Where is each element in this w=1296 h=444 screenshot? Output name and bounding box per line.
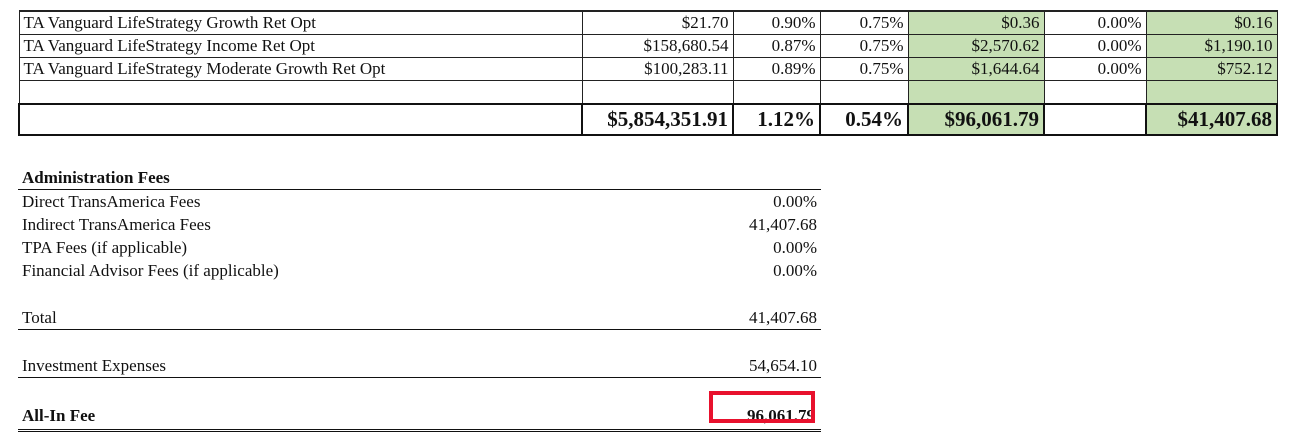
empty-cell — [819, 80, 909, 105]
percent-cell: 0.00% — [1043, 57, 1147, 81]
blank-row — [18, 80, 1278, 105]
fee-value: 0.00% — [773, 238, 817, 257]
empty-cell — [907, 80, 1045, 105]
total-expense-ratio-cell: 1.12% — [732, 103, 821, 136]
table-row: TA Vanguard LifeStrategy Growth Ret Opt … — [18, 10, 1278, 35]
fee-line: Financial Advisor Fees (if applicable) 0… — [18, 259, 821, 282]
assets-cell: $158,680.54 — [581, 34, 734, 58]
fund-name-cell: TA Vanguard LifeStrategy Growth Ret Opt — [18, 10, 583, 35]
total-admin-fee-cell: $41,407.68 — [1145, 103, 1278, 136]
percent-cell: 0.00% — [1043, 10, 1147, 35]
fee-label: Indirect TransAmerica Fees — [22, 215, 211, 234]
empty-cell — [18, 103, 583, 136]
investment-fee-cell: $0.36 — [907, 10, 1045, 35]
highlight-box — [709, 391, 815, 423]
assets-cell: $100,283.11 — [581, 57, 734, 81]
fee-line: TPA Fees (if applicable) 0.00% — [18, 236, 821, 259]
investment-expenses-line: Investment Expenses 54,654.10 — [18, 354, 821, 378]
total-line: Total 41,407.68 — [18, 306, 821, 330]
fee-line: Indirect TransAmerica Fees 41,407.68 — [18, 213, 821, 236]
total-label: Total — [22, 308, 57, 327]
admin-fee-cell: $752.12 — [1145, 57, 1278, 81]
empty-cell — [18, 80, 583, 105]
rate-cell: 0.75% — [819, 34, 909, 58]
rate-cell: 0.75% — [819, 57, 909, 81]
fund-name-cell: TA Vanguard LifeStrategy Moderate Growth… — [18, 57, 583, 81]
rate-cell: 0.75% — [819, 10, 909, 35]
fund-name-cell: TA Vanguard LifeStrategy Income Ret Opt — [18, 34, 583, 58]
assets-cell: $21.70 — [581, 10, 734, 35]
total-assets-cell: $5,854,351.91 — [581, 103, 734, 136]
admin-fee-cell: $0.16 — [1145, 10, 1278, 35]
totals-row: $5,854,351.91 1.12% 0.54% $96,061.79 $41… — [18, 103, 1278, 136]
fee-value: 0.00% — [773, 261, 817, 280]
investment-expenses-value: 54,654.10 — [749, 356, 817, 375]
expense-ratio-cell: 0.89% — [732, 57, 821, 81]
total-rate-cell: 0.54% — [819, 103, 909, 136]
empty-cell — [1043, 80, 1147, 105]
table-row: TA Vanguard LifeStrategy Moderate Growth… — [18, 57, 1278, 81]
admin-fees-summary: Administration Fees Direct TransAmerica … — [18, 166, 821, 432]
empty-cell — [1043, 103, 1147, 136]
spacer — [18, 282, 821, 306]
fee-label: TPA Fees (if applicable) — [22, 238, 188, 257]
all-in-fee-line: All-In Fee 96,061.79 — [18, 402, 821, 432]
fee-label: Direct TransAmerica Fees — [22, 192, 201, 211]
fee-line: Direct TransAmerica Fees 0.00% — [18, 190, 821, 213]
all-in-fee-label: All-In Fee — [22, 406, 96, 425]
fee-value: 0.00% — [773, 192, 817, 211]
fee-value: 41,407.68 — [749, 215, 817, 234]
admin-fee-cell: $1,190.10 — [1145, 34, 1278, 58]
fee-label: Financial Advisor Fees (if applicable) — [22, 261, 279, 280]
total-value: 41,407.68 — [749, 308, 817, 327]
empty-cell — [581, 80, 734, 105]
admin-fees-heading: Administration Fees — [18, 166, 821, 190]
fund-table: TA Vanguard LifeStrategy Growth Ret Opt … — [18, 10, 1278, 136]
investment-fee-cell: $2,570.62 — [907, 34, 1045, 58]
total-investment-fee-cell: $96,061.79 — [907, 103, 1045, 136]
investment-fee-cell: $1,644.64 — [907, 57, 1045, 81]
investment-expenses-label: Investment Expenses — [22, 356, 166, 375]
table-row: TA Vanguard LifeStrategy Income Ret Opt … — [18, 34, 1278, 58]
expense-ratio-cell: 0.90% — [732, 10, 821, 35]
expense-ratio-cell: 0.87% — [732, 34, 821, 58]
section-title: Administration Fees — [22, 168, 170, 187]
empty-cell — [1145, 80, 1278, 105]
percent-cell: 0.00% — [1043, 34, 1147, 58]
empty-cell — [732, 80, 821, 105]
spacer — [18, 378, 821, 402]
spacer — [18, 330, 821, 354]
